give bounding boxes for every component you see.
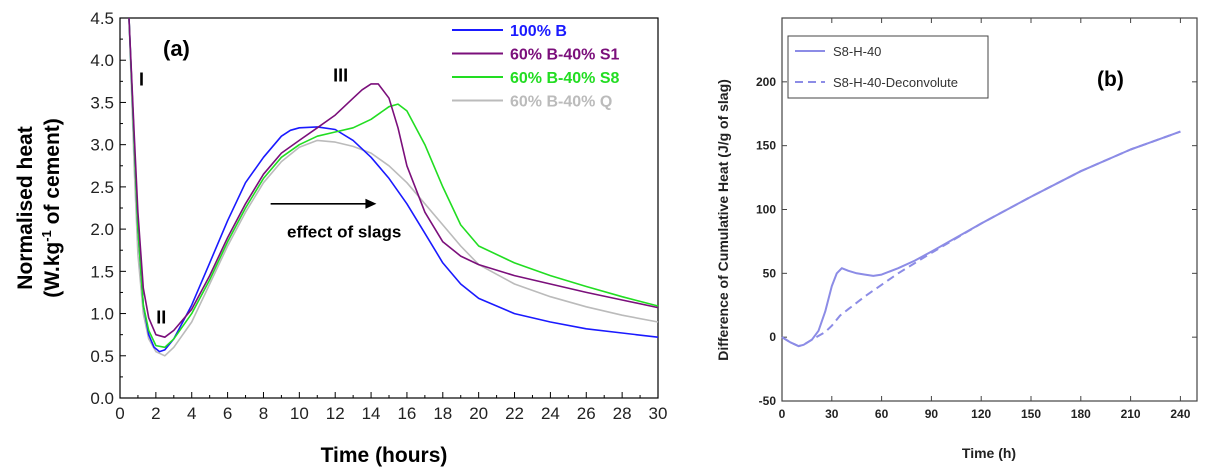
chart-a-x-tick-label: 12 (326, 404, 345, 423)
chart-a-x-tick-label: 20 (469, 404, 488, 423)
chart-b-legend-box (787, 35, 989, 99)
chart-a-x-tick-label: 28 (613, 404, 632, 423)
chart-a-series-line (128, 17, 659, 357)
chart-b-x-tick-label: 120 (971, 407, 991, 421)
chart-a-annotation: I (139, 70, 144, 90)
chart-a-annotation: II (156, 308, 166, 328)
chart-a-x-tick-label: 4 (187, 404, 196, 423)
chart-a-annotation: III (333, 65, 348, 85)
chart-b-y-tick-label: 150 (756, 139, 776, 153)
chart-a-x-tick-label: 2 (151, 404, 160, 423)
chart-b-x-axis-title: Time (h) (962, 445, 1016, 461)
chart-a-x-tick-label: 16 (397, 404, 416, 423)
chart-a-legend-label: 100% B (510, 23, 567, 40)
chart-a-x-axis-title: Time (hours) (321, 444, 448, 467)
chart-a-x-tick-label: 0 (115, 404, 124, 423)
chart-a-x-tick-label: 10 (290, 404, 309, 423)
chart-b-series-line (781, 130, 1181, 348)
chart-b-y-tick-label: 50 (763, 266, 777, 280)
chart-b-series-line (781, 130, 1181, 348)
chart-b-legend-label-1: S8-H-40 (833, 44, 881, 59)
chart-a-x-tick-label: 22 (505, 404, 524, 423)
chart-a-y-tick-label: 2.0 (90, 220, 114, 239)
chart-a-y-tick-label: 3.5 (90, 93, 114, 112)
chart-a-arrow-head (365, 198, 377, 209)
chart-a: 0.00.51.01.52.02.53.03.54.04.5 0 2 4 6 8 10 12… (14, 9, 667, 467)
chart-a-y-axis-title: Normalised heat (W.kg-1 of cement) (14, 118, 64, 298)
chart-a-y-tick-label: 1.0 (90, 305, 114, 324)
chart-a-y-tick-label: 4.5 (90, 9, 114, 28)
chart-a-x-tick-label: 8 (259, 404, 268, 423)
chart-a-series-line (128, 17, 659, 353)
chart-a-y-tick-label: 4.0 (90, 51, 114, 70)
chart-b-x-tick-label: 60 (875, 407, 889, 421)
chart-b-x-tick-label: 210 (1121, 407, 1141, 421)
chart-b-y-tick-label: 100 (756, 203, 776, 217)
chart-a-x-tick-label: 6 (223, 404, 232, 423)
chart-b-x-tick-label: 30 (825, 407, 839, 421)
chart-a-legend: 100% B 60% B-40% S1 60% B-40% S8 60% B-40% … (452, 23, 619, 111)
chart-a-y-axis-title-line2: (W.kg-1 of cement) (39, 118, 64, 298)
chart-b-panel-label: (b) (1097, 68, 1124, 91)
chart-b-x-ticks: 0 30 60 90 120 150 180 210 240 (779, 18, 1191, 421)
chart-a-y-tick-label: 0.0 (90, 389, 114, 408)
chart-b-series (781, 130, 1181, 348)
chart-b-y-axis-title: Difference of Cumulative Heat (J/g of sl… (715, 79, 731, 361)
chart-a-legend-label: 60% B-40% S1 (510, 47, 619, 64)
chart-b-x-tick-label: 240 (1170, 407, 1190, 421)
ylabel-sup: -1 (39, 230, 54, 242)
chart-b-x-tick-label: 180 (1071, 407, 1091, 421)
chart-b-legend-label-2: S8-H-40-Deconvolute (833, 75, 958, 90)
chart-b-y-ticks: -50 0 50 100 150 200 (756, 75, 1197, 408)
chart-b-x-tick-label: 90 (925, 407, 939, 421)
chart-a-series-line (128, 17, 659, 349)
chart-a-series (128, 17, 659, 357)
chart-a-x-tick-label: 24 (541, 404, 560, 423)
chart-b-legend: S8-H-40 S8-H-40-Deconvolute (787, 35, 989, 99)
chart-b-x-tick-label: 150 (1021, 407, 1041, 421)
chart-a-y-tick-label: 3.0 (90, 136, 114, 155)
chart-a-x-ticks: 0 2 4 6 8 10 12 14 16 18 20 22 24 26 28 30 (115, 392, 667, 423)
chart-a-legend-label: 60% B-40% Q (510, 94, 612, 111)
chart-b-y-tick-label: 0 (769, 330, 776, 344)
chart-a-x-tick-label: 14 (362, 404, 381, 423)
chart-a-x-tick-label: 18 (433, 404, 452, 423)
chart-a-legend-label: 60% B-40% S8 (510, 70, 619, 87)
chart-a-y-tick-label: 2.5 (90, 178, 114, 197)
chart-a-y-ticks: 0.0 0.5 1.0 1.5 2.0 2.5 3.0 3.5 4.0 4.5 (90, 9, 126, 408)
chart-a-y-tick-label: 1.5 (90, 262, 114, 281)
chart-a-x-tick-label: 26 (577, 404, 596, 423)
chart-b-y-tick-label: 200 (756, 75, 776, 89)
chart-b-x-tick-label: 0 (779, 407, 786, 421)
chart-a-annotation: effect of slags (287, 223, 401, 242)
chart-b-y-tick-label: -50 (759, 394, 777, 408)
chart-a-y-tick-label: 0.5 (90, 347, 114, 366)
chart-a-panel-label: (a) (163, 36, 190, 61)
chart-a-x-tick-label: 30 (649, 404, 668, 423)
chart-a-y-axis-title-line1: Normalised heat (14, 126, 37, 289)
ylabel-pre: (W.kg (41, 242, 64, 298)
ylabel-post: of cement) (41, 118, 64, 230)
chart-a-series-line (128, 17, 659, 339)
